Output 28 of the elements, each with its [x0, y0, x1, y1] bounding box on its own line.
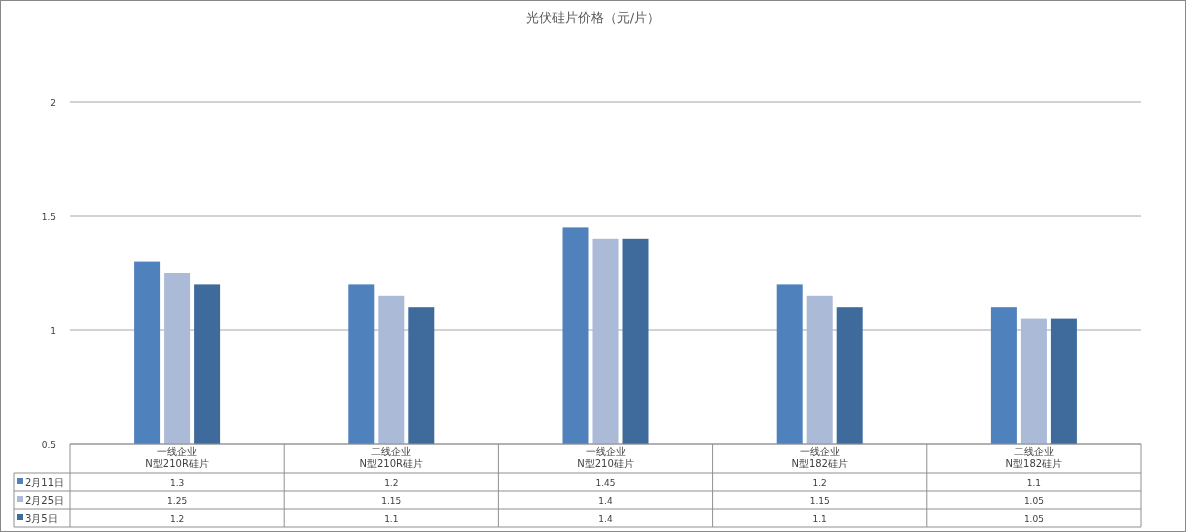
data-label: 1.15 — [381, 496, 402, 506]
x-tick-label: 二线企业 N型210R硅片 — [359, 446, 424, 469]
legend-label: 2月25日 — [25, 495, 65, 506]
data-label: 1.15 — [809, 496, 830, 506]
y-tick-label: 1.5 — [41, 212, 56, 222]
data-label: 1.3 — [169, 478, 185, 488]
data-label: 1.05 — [1023, 514, 1044, 524]
data-label: 1.1 — [812, 514, 827, 524]
data-label: 1.2 — [384, 478, 399, 488]
data-label: 1.05 — [1023, 496, 1044, 506]
x-tick-label: 一线企业 N型182硅片 — [791, 446, 848, 469]
x-tick-label: 二线企业 N型182硅片 — [1005, 446, 1063, 469]
data-label: 1.4 — [598, 496, 613, 506]
data-label: 1.4 — [598, 514, 613, 524]
data-label: 1.45 — [595, 478, 616, 488]
legend-label: 3月5日 — [25, 513, 58, 524]
y-tick-label: 0.5 — [41, 440, 56, 450]
legend-label: 2月11日 — [25, 477, 65, 488]
y-tick-label: 1 — [50, 326, 56, 336]
x-tick-label: 一线企业 N型210硅片 — [577, 446, 634, 469]
data-label: 1.1 — [1026, 478, 1042, 488]
data-label: 1.25 — [167, 496, 188, 506]
data-label: 1.2 — [812, 478, 827, 488]
data-label: 1.2 — [169, 514, 185, 524]
y-tick-label: 2 — [50, 98, 56, 108]
chart-title: 光伏硅片价格（元/片） — [525, 10, 661, 25]
x-tick-label: 一线企业 N型210R硅片 — [145, 446, 209, 469]
data-label: 1.1 — [384, 514, 399, 524]
